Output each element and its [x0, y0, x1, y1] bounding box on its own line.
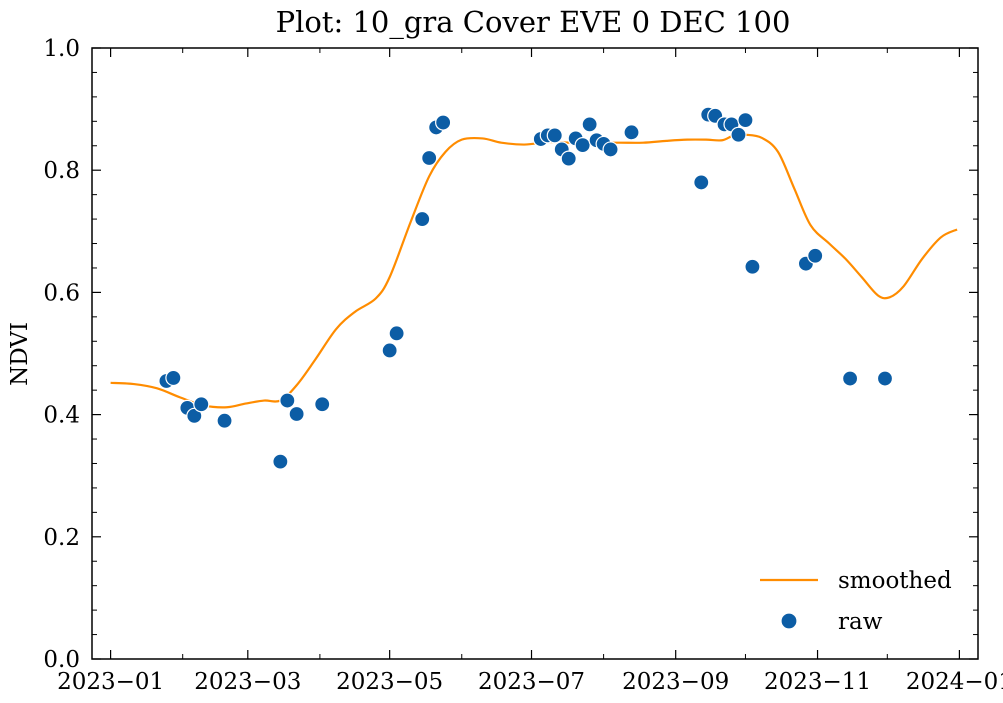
- x-tick-label: 2023−05: [336, 669, 443, 695]
- chart-title: Plot: 10_gra Cover EVE 0 DEC 100: [276, 5, 791, 40]
- raw-point: [435, 114, 452, 131]
- raw-point: [623, 124, 640, 141]
- raw-point: [288, 405, 305, 423]
- raw-series: [158, 106, 894, 470]
- raw-point: [876, 370, 894, 387]
- raw-point: [602, 141, 619, 158]
- y-tick-label: 0.2: [43, 525, 80, 551]
- raw-point: [165, 369, 182, 387]
- y-tick-label: 1.0: [43, 36, 80, 62]
- y-axis-label: NDVI: [7, 322, 33, 386]
- raw-point: [730, 126, 747, 143]
- raw-point: [388, 325, 405, 342]
- raw-point: [581, 116, 598, 133]
- y-tick-label: 0.6: [43, 280, 80, 306]
- y-tick-label: 0.8: [43, 158, 80, 184]
- y-tick-label: 0.4: [43, 403, 80, 429]
- raw-point: [737, 111, 754, 129]
- x-tick-label: 2023−03: [194, 669, 301, 695]
- legend-smoothed-label: smoothed: [838, 568, 952, 594]
- raw-point: [574, 137, 591, 154]
- raw-point: [381, 342, 398, 359]
- raw-point: [216, 412, 233, 429]
- x-tick-label: 2023−11: [764, 669, 871, 695]
- smoothed-line: [110, 133, 958, 409]
- raw-point: [279, 392, 296, 409]
- x-tick-label: 2023−09: [622, 669, 729, 695]
- legend-raw-label: raw: [838, 609, 883, 635]
- smoothed-series: [110, 133, 958, 409]
- legend: smoothed raw: [760, 568, 952, 635]
- raw-point: [421, 149, 438, 167]
- y-tick-labels: 0.0 0.2 0.4 0.6 0.8 1.0: [43, 36, 80, 673]
- x-tick-label: 2023−01: [57, 669, 164, 695]
- raw-point: [414, 210, 431, 228]
- legend-raw-swatch: [780, 612, 798, 630]
- x-tick-label: 2023−07: [478, 669, 585, 695]
- raw-point: [546, 127, 563, 144]
- raw-point: [807, 247, 824, 264]
- raw-point: [314, 396, 331, 413]
- y-tick-label: 0.0: [43, 647, 80, 673]
- raw-point: [744, 258, 761, 275]
- x-tick-labels: 2023−01 2023−03 2023−05 2023−07 2023−09 2023−…: [57, 669, 1003, 695]
- raw-point: [693, 174, 710, 191]
- plot-frame: [91, 47, 979, 660]
- x-tick-label: 2024−01: [906, 669, 1003, 695]
- raw-point: [841, 370, 859, 387]
- raw-point: [272, 453, 289, 470]
- raw-point: [560, 150, 577, 167]
- raw-point: [193, 396, 210, 413]
